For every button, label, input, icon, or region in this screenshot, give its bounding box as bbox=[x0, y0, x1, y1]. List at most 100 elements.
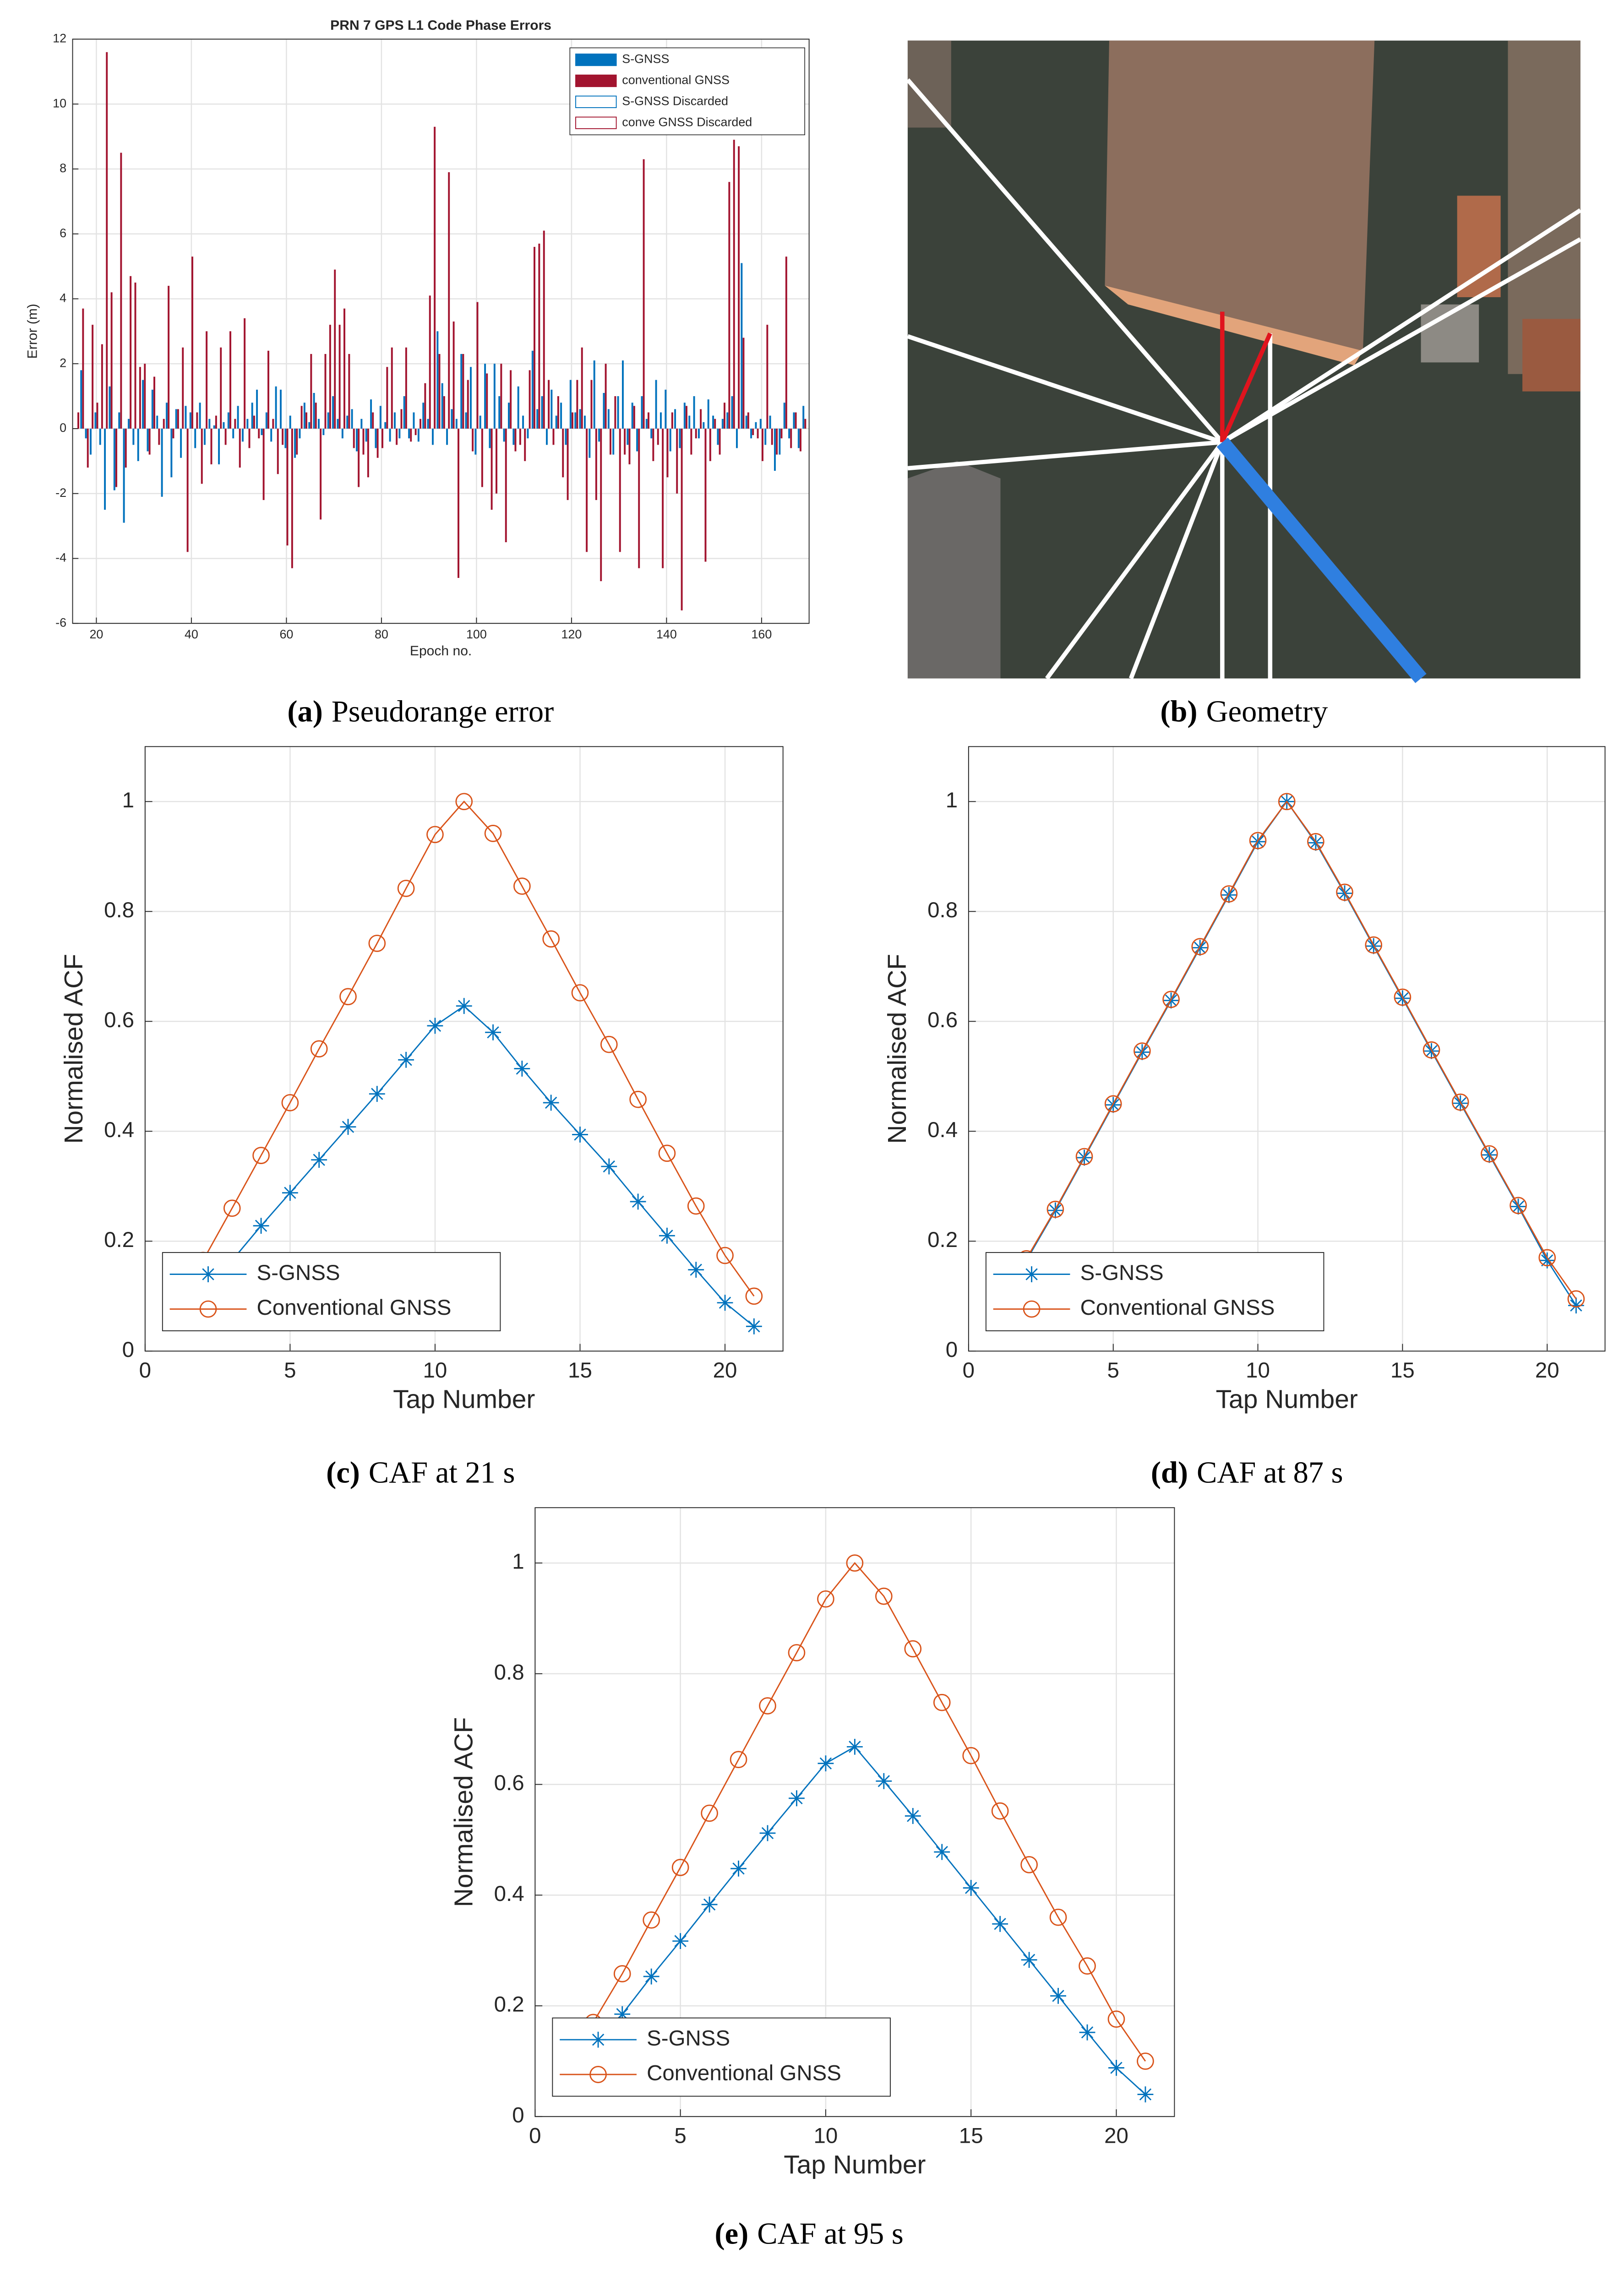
bar bbox=[289, 415, 291, 429]
bar bbox=[104, 428, 106, 510]
legend-label: S-GNSS bbox=[622, 52, 669, 66]
y-tick-label: 0.8 bbox=[927, 898, 958, 922]
marker bbox=[630, 1193, 646, 1210]
bar bbox=[106, 52, 108, 429]
marker bbox=[701, 1896, 718, 1913]
bar bbox=[686, 406, 687, 429]
marker bbox=[199, 1300, 217, 1318]
bar bbox=[755, 422, 757, 429]
bar bbox=[308, 422, 311, 429]
y-tick-label: 0.4 bbox=[927, 1118, 958, 1142]
marker bbox=[817, 1755, 834, 1772]
bar bbox=[351, 409, 353, 429]
bar bbox=[208, 419, 211, 429]
bar bbox=[709, 428, 711, 461]
bar bbox=[500, 364, 502, 429]
bar bbox=[541, 396, 543, 429]
y-tick-label: 0 bbox=[122, 1338, 134, 1362]
bar bbox=[410, 428, 412, 442]
marker bbox=[789, 1790, 805, 1807]
marker bbox=[1079, 1957, 1096, 1975]
bar bbox=[780, 428, 783, 439]
bar bbox=[472, 428, 474, 452]
marker bbox=[904, 1640, 922, 1658]
marker bbox=[991, 1802, 1009, 1820]
bar bbox=[376, 428, 379, 458]
bar bbox=[327, 412, 329, 429]
bar bbox=[317, 419, 320, 429]
bar bbox=[665, 389, 667, 429]
bar bbox=[313, 393, 315, 429]
bar bbox=[666, 428, 669, 478]
marker bbox=[933, 1693, 951, 1711]
bar bbox=[156, 415, 158, 429]
bar bbox=[118, 412, 120, 429]
bar bbox=[279, 389, 282, 429]
bar bbox=[94, 412, 97, 429]
bar bbox=[320, 428, 322, 520]
bar bbox=[413, 412, 415, 429]
y-tick-label: 0.4 bbox=[494, 1882, 524, 1906]
marker bbox=[1020, 1856, 1038, 1873]
legend-box bbox=[162, 1252, 501, 1331]
marker bbox=[688, 1262, 704, 1278]
bar bbox=[229, 331, 231, 429]
bar bbox=[731, 396, 733, 429]
bar bbox=[565, 428, 567, 445]
bar bbox=[698, 428, 700, 439]
bar bbox=[486, 373, 488, 429]
marker bbox=[252, 1147, 270, 1164]
bar bbox=[424, 383, 426, 429]
marker bbox=[1075, 1148, 1093, 1165]
marker bbox=[1249, 832, 1267, 849]
bar bbox=[703, 422, 705, 429]
bar bbox=[517, 386, 519, 429]
bar bbox=[398, 428, 401, 439]
marker bbox=[1191, 938, 1209, 955]
bar bbox=[282, 428, 284, 445]
bar bbox=[514, 428, 517, 452]
bar bbox=[671, 412, 673, 429]
marker bbox=[456, 998, 472, 1014]
marker bbox=[1510, 1197, 1527, 1214]
bar bbox=[256, 389, 258, 429]
legend-label: S-GNSS bbox=[257, 1261, 340, 1285]
caption: (b) Geometry bbox=[1160, 695, 1328, 729]
bar bbox=[109, 386, 111, 429]
bar bbox=[679, 428, 681, 448]
marker bbox=[589, 2066, 607, 2083]
bar bbox=[643, 159, 645, 429]
bar bbox=[583, 415, 586, 429]
marker bbox=[716, 1247, 734, 1264]
marker bbox=[1134, 1042, 1151, 1060]
bar bbox=[555, 415, 557, 429]
bar bbox=[370, 399, 372, 429]
bar bbox=[165, 403, 168, 429]
bar bbox=[683, 403, 686, 429]
y-tick-label: 4 bbox=[60, 291, 66, 305]
bar bbox=[446, 428, 448, 445]
bar bbox=[191, 256, 193, 429]
marker bbox=[223, 1199, 241, 1217]
x-tick-label: 15 bbox=[1390, 1358, 1415, 1383]
bar bbox=[338, 325, 341, 429]
bar bbox=[434, 126, 436, 429]
bar bbox=[123, 428, 125, 523]
bar bbox=[367, 428, 369, 478]
bar bbox=[469, 367, 472, 429]
bar bbox=[721, 419, 724, 429]
marker bbox=[571, 984, 589, 1002]
x-tick-label: 5 bbox=[674, 2124, 686, 2148]
marker bbox=[1481, 1145, 1498, 1163]
bar bbox=[134, 283, 136, 429]
bar bbox=[598, 428, 600, 442]
bar bbox=[645, 419, 648, 429]
caption: (d) CAF at 87 s bbox=[1151, 1456, 1343, 1490]
bar bbox=[576, 380, 578, 429]
bar bbox=[550, 389, 553, 429]
bar bbox=[704, 428, 707, 562]
marker bbox=[397, 880, 415, 897]
bar bbox=[762, 428, 763, 461]
bar bbox=[774, 428, 776, 471]
